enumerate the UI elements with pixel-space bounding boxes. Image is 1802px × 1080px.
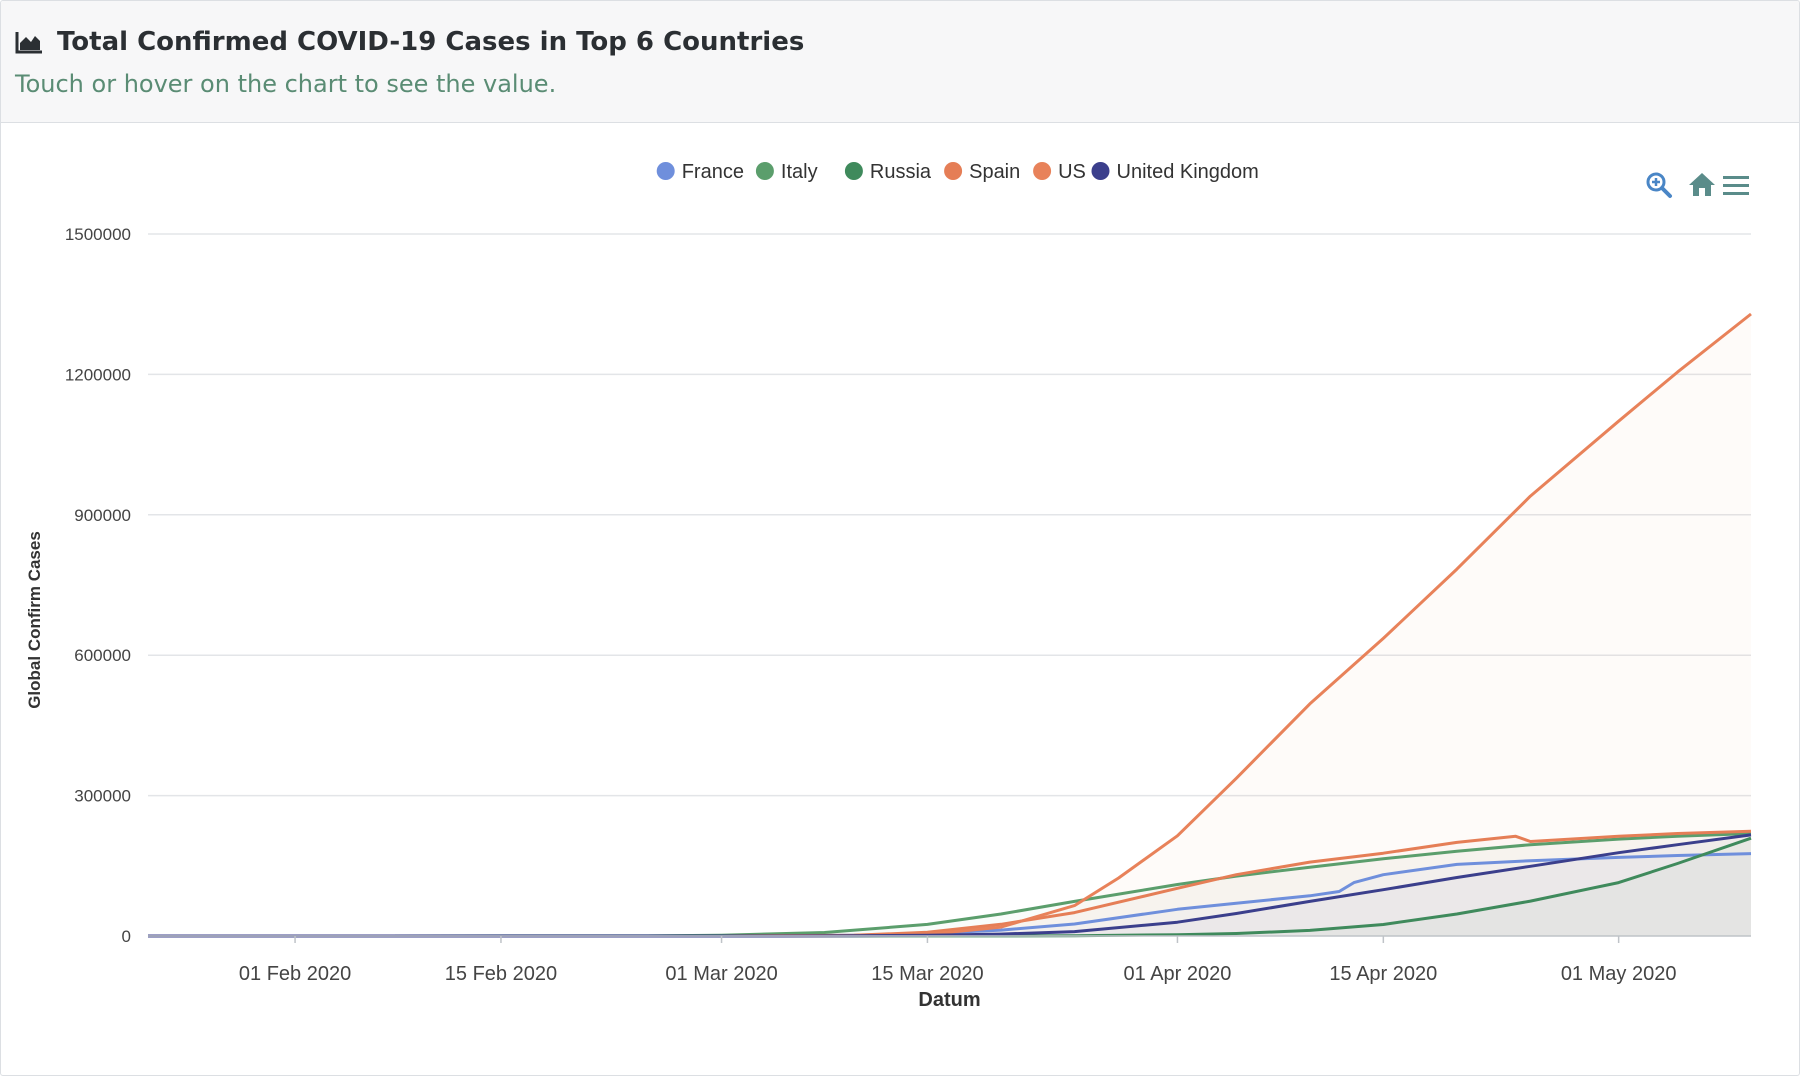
home-icon: [1689, 173, 1715, 196]
legend-label: Russia: [870, 161, 932, 183]
legend-label: United Kingdom: [1117, 161, 1259, 183]
legend-item-united-kingdom[interactable]: United Kingdom: [1091, 161, 1259, 183]
y-tick-label: 0: [122, 927, 131, 946]
x-tick-label: 01 Apr 2020: [1124, 963, 1232, 985]
area-chart-icon: [15, 32, 42, 54]
legend-label: US: [1058, 161, 1086, 183]
legend-marker: [755, 162, 774, 180]
legend-label: Spain: [969, 161, 1020, 183]
x-tick-label: 01 May 2020: [1561, 963, 1677, 985]
legend: France Italy Russia Spain US United Kingdom: [656, 161, 1259, 183]
card-header: Total Confirmed COVID-19 Cases in Top 6 …: [1, 1, 1799, 123]
chart-title: Total Confirmed COVID-19 Cases in Top 6 …: [15, 27, 804, 57]
zoom-in-icon: [1646, 172, 1672, 198]
legend-label: Italy: [781, 161, 818, 183]
y-tick-label: 600000: [74, 646, 131, 665]
legend-item-us[interactable]: US: [1033, 161, 1086, 183]
home-button[interactable]: [1689, 173, 1715, 196]
zoom-in-button[interactable]: [1646, 172, 1672, 198]
y-tick-label: 300000: [74, 787, 131, 806]
legend-marker: [1033, 162, 1052, 180]
chart-subtitle: Touch or hover on the chart to see the v…: [15, 70, 557, 98]
menu-button[interactable]: [1723, 176, 1749, 195]
menu-icon: [1723, 176, 1749, 195]
x-tick-label: 15 Mar 2020: [871, 963, 983, 985]
chart-area[interactable]: 0 300000 600000 900000 1200000 1500000 01 Feb…: [1, 124, 1800, 1074]
series-area-us: [148, 314, 1751, 936]
grid-lines: [148, 233, 1751, 797]
legend-item-italy[interactable]: Italy: [755, 161, 818, 183]
legend-item-russia[interactable]: Russia: [844, 161, 932, 183]
x-tick-label: 01 Mar 2020: [665, 963, 777, 985]
legend-marker: [1091, 162, 1110, 180]
chart-title-text: Total Confirmed COVID-19 Cases in Top 6 …: [57, 27, 805, 57]
y-tick-label: 1500000: [65, 225, 131, 244]
legend-marker: [944, 162, 963, 180]
series-areas: [148, 314, 1751, 936]
y-tick-label: 900000: [74, 506, 131, 525]
legend-marker: [844, 162, 863, 180]
legend-marker: [656, 162, 675, 180]
x-tick-label: 15 Feb 2020: [445, 963, 557, 985]
legend-label: France: [682, 161, 744, 183]
x-tick-label: 01 Feb 2020: [239, 963, 351, 985]
y-axis-ticks: 0 300000 600000 900000 1200000 1500000: [65, 225, 131, 946]
x-tick-label: 15 Apr 2020: [1329, 963, 1437, 985]
line-chart[interactable]: 0 300000 600000 900000 1200000 1500000 01 Feb…: [1, 124, 1800, 1074]
y-tick-label: 1200000: [65, 365, 131, 384]
x-axis-ticks: 01 Feb 2020 15 Feb 2020 01 Mar 2020 15 Mar …: [239, 936, 1677, 985]
x-axis-label: Datum: [918, 989, 980, 1011]
legend-item-france[interactable]: France: [656, 161, 744, 183]
legend-item-spain[interactable]: Spain: [944, 161, 1020, 183]
y-axis-label: Global Confirm Cases: [25, 531, 44, 709]
